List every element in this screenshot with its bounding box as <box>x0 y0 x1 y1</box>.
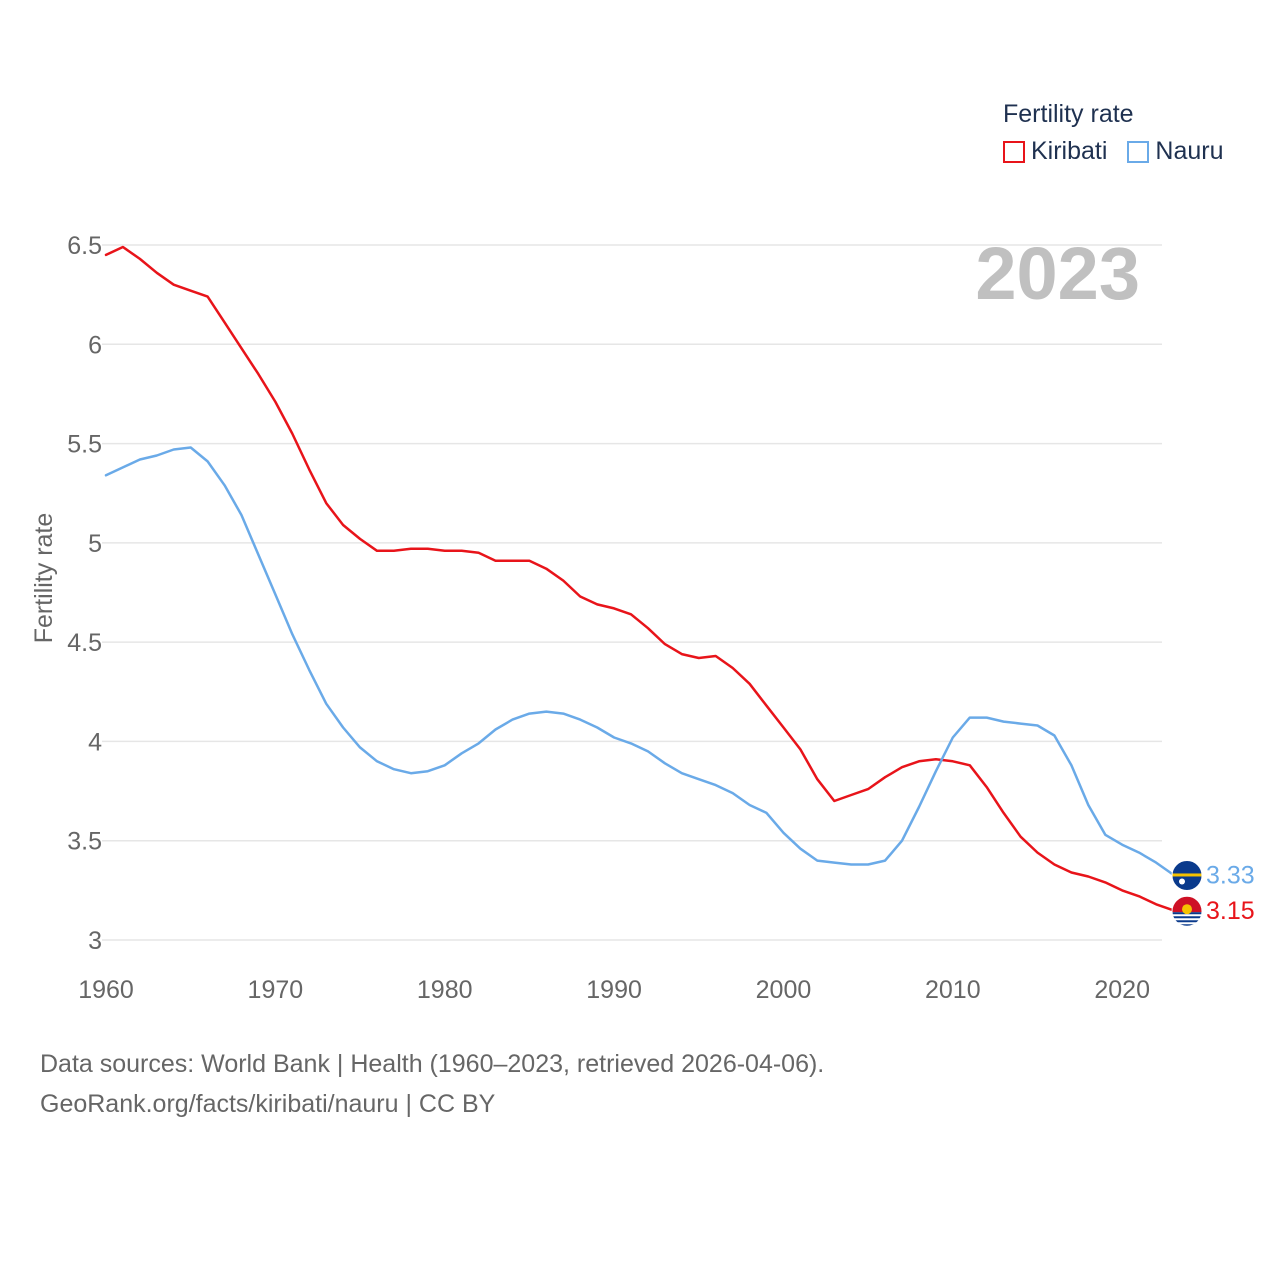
y-axis-label: Fertility rate <box>30 513 58 644</box>
series-line-nauru <box>104 446 1175 876</box>
y-axis-ticks: 3 3.5 4 4.5 5 5.5 6 6.5 <box>67 232 102 955</box>
legend-item-nauru[interactable]: Nauru <box>1127 137 1224 166</box>
y-tick-label: 6.5 <box>67 232 102 260</box>
x-tick-label: 1960 <box>78 976 134 1004</box>
x-tick-label: 2010 <box>925 976 981 1004</box>
legend: Fertility rate Kiribati Nauru <box>1003 100 1244 166</box>
x-tick-label: 1990 <box>586 976 642 1004</box>
y-tick-label: 3.5 <box>67 828 102 856</box>
data-source: Data sources: World Bank | Health (1960–… <box>40 1044 824 1124</box>
legend-item-kiribati[interactable]: Kiribati <box>1003 137 1107 166</box>
legend-label-kiribati: Kiribati <box>1031 137 1108 165</box>
end-markers: 3.15 3.33 <box>1171 859 1255 927</box>
y-tick-label: 5.5 <box>67 431 102 459</box>
y-tick-label: 4 <box>88 728 102 756</box>
source-line-2[interactable]: GeoRank.org/facts/kiribati/nauru | CC BY <box>40 1090 496 1118</box>
y-tick-label: 5 <box>88 530 102 558</box>
legend-label-nauru: Nauru <box>1155 137 1224 165</box>
grid-lines <box>102 244 1162 941</box>
x-tick-label: 1980 <box>417 976 473 1004</box>
x-axis-ticks: 1960 1970 1980 1990 2000 2010 2020 <box>78 976 1150 1004</box>
x-tick-label: 2000 <box>756 976 812 1004</box>
legend-swatch-kiribati <box>1003 140 1025 163</box>
flag-marker-nauru-icon <box>1171 859 1203 891</box>
legend-title: Fertility rate <box>1003 100 1134 128</box>
x-tick-label: 2020 <box>1094 976 1150 1004</box>
x-tick-label: 1970 <box>248 976 304 1004</box>
year-watermark: 2023 <box>975 232 1140 315</box>
y-tick-label: 3 <box>88 927 102 955</box>
y-tick-label: 6 <box>88 331 102 359</box>
y-tick-label: 4.5 <box>67 629 102 657</box>
end-value-label-kiribati: 3.15 <box>1206 897 1255 925</box>
end-value-label-nauru: 3.33 <box>1206 861 1255 889</box>
legend-swatch-nauru <box>1127 140 1150 163</box>
series-lines <box>104 245 1175 912</box>
source-line-1: Data sources: World Bank | Health (1960–… <box>40 1050 825 1078</box>
series-line-kiribati <box>104 245 1175 912</box>
flag-marker-kiribati-icon <box>1171 895 1203 927</box>
